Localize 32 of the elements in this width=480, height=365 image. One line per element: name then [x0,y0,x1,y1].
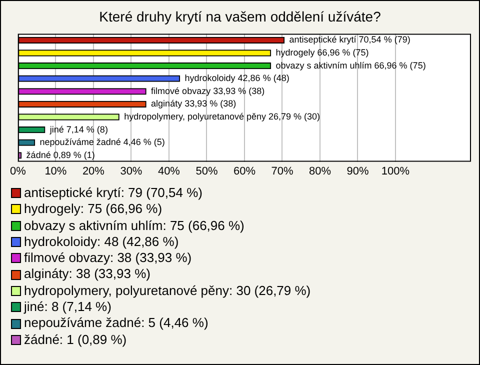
data-label: žádné 0,89 % (1) [26,150,95,160]
data-label: hydrogely 66,96 % (75) [276,47,369,58]
x-tick-label: 10% [44,165,67,178]
legend-label: hydrogely: 75 (66,96 %) [24,201,162,218]
data-label: antiseptické krytí 70,54 % (79) [289,34,410,45]
legend-label: antiseptické krytí: 79 (70,54 %) [24,185,202,202]
data-label: filmové obvazy 33,93 % (38) [151,86,265,96]
legend-label: jiné: 8 (7,14 %) [24,299,112,316]
data-label: algináty 33,93 % (38) [151,98,236,109]
data-label: hydropolymery, polyuretanové pěny 26,79 % (30) [124,111,320,122]
legend-label: žádné: 1 (0,89 %) [24,332,127,348]
data-label: jiné 7,14 % (8) [48,124,108,134]
legend-label: filmové obvazy: 38 (33,93 %) [24,250,192,266]
legend-label: hydropolymery, polyuretanové pěny: 30 (26,79 %) [24,282,311,300]
legend-label: algináty: 38 (33,93 %) [24,266,150,283]
x-tick-label: 40% [158,165,180,178]
x-tick-label: 20% [82,165,105,178]
legend-label: hydrokoloidy: 48 (42,86 %) [24,234,179,250]
legend-label: nepoužíváme žadné: 5 (4,46 %) [24,315,208,332]
x-tick-label: 90% [346,165,369,178]
x-tick-label: 80% [308,165,332,178]
x-tick-label: 70% [271,165,294,178]
legend-label: obvazy s aktivním uhlím: 75 (66,96 %) [24,218,244,234]
x-tick-label: 60% [233,165,256,178]
x-tick-label: 50% [196,165,218,178]
data-label: hydrokoloidy 42,86 % (48) [184,73,290,84]
chart-title: Které druhy krytí na vašem oddělení užíváte? [99,8,382,24]
x-tick-label: 30% [120,165,142,178]
data-label: obvazy s aktivním uhlím 66,96 % (75) [276,60,426,70]
x-tick-label: 100% [381,165,410,178]
data-label: nepoužíváme žadné 4,46 % (5) [40,137,165,148]
x-tick-label: 0% [10,165,26,178]
